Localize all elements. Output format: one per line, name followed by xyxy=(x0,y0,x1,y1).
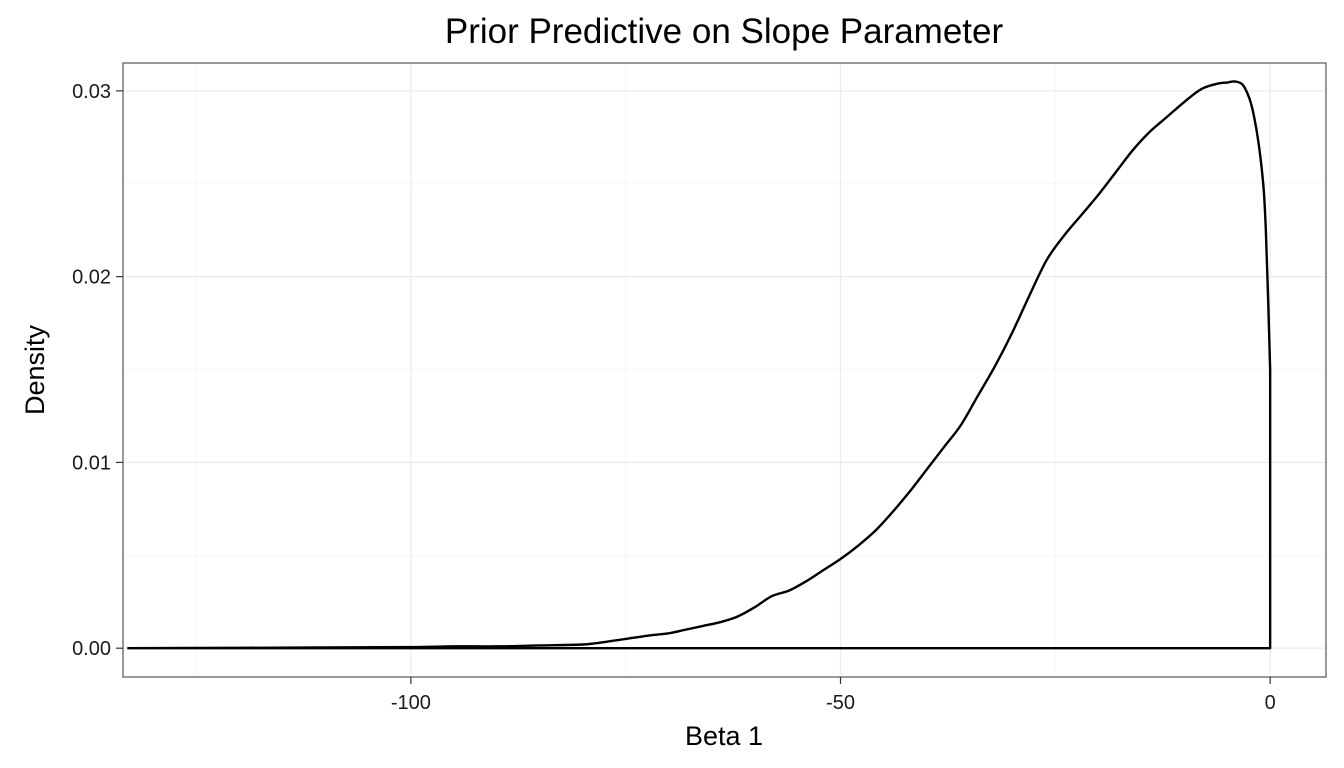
y-axis: 0.00 0.01 0.02 0.03 xyxy=(72,81,123,660)
x-tick-label: 0 xyxy=(1265,692,1276,714)
y-tick-label: 0.02 xyxy=(72,267,111,289)
y-axis-title: Density xyxy=(20,324,50,415)
x-axis-title: Beta 1 xyxy=(685,721,763,751)
y-tick-label: 0.01 xyxy=(72,452,111,474)
plot-panel-border xyxy=(122,62,1327,678)
x-axis: -100 -50 0 xyxy=(391,677,1276,714)
minor-gridlines xyxy=(123,63,1326,677)
x-tick-label: -50 xyxy=(826,692,855,714)
x-tick-label: -100 xyxy=(391,692,431,714)
density-line xyxy=(127,80,1272,650)
chart-title: Prior Predictive on Slope Parameter xyxy=(445,12,1004,51)
y-tick-label: 0.00 xyxy=(72,638,111,660)
y-tick-label: 0.03 xyxy=(72,81,111,103)
major-gridlines xyxy=(123,63,1326,677)
